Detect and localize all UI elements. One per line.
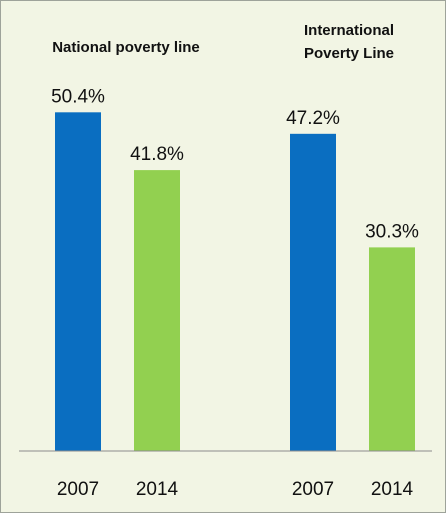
group-title-international-line2: Poverty Line [304,45,394,62]
bar-group1-2007 [55,112,101,451]
x-tick-label-group2-2007: 2007 [292,479,334,500]
data-label-group2-2007: 47.2% [286,108,340,129]
x-tick-label-group2-2014: 2014 [371,479,414,500]
group-title-national: National poverty line [52,39,200,56]
data-label-group1-2014: 41.8% [130,144,184,165]
bar-group2-2007 [290,133,336,452]
data-label-group2-2014: 30.3% [365,221,419,242]
bars-layer: 50.4% 2007 41.8% 2014 47.2% 2007 30.3% 2014 [51,86,419,500]
bar-group1-2014 [134,170,180,451]
x-tick-label-group1-2014: 2014 [136,479,179,500]
x-tick-label-group1-2007: 2007 [57,479,99,500]
group-title-international-line1: International [304,22,394,39]
bar-group2-2014 [369,247,415,451]
data-label-group1-2007: 50.4% [51,86,105,107]
